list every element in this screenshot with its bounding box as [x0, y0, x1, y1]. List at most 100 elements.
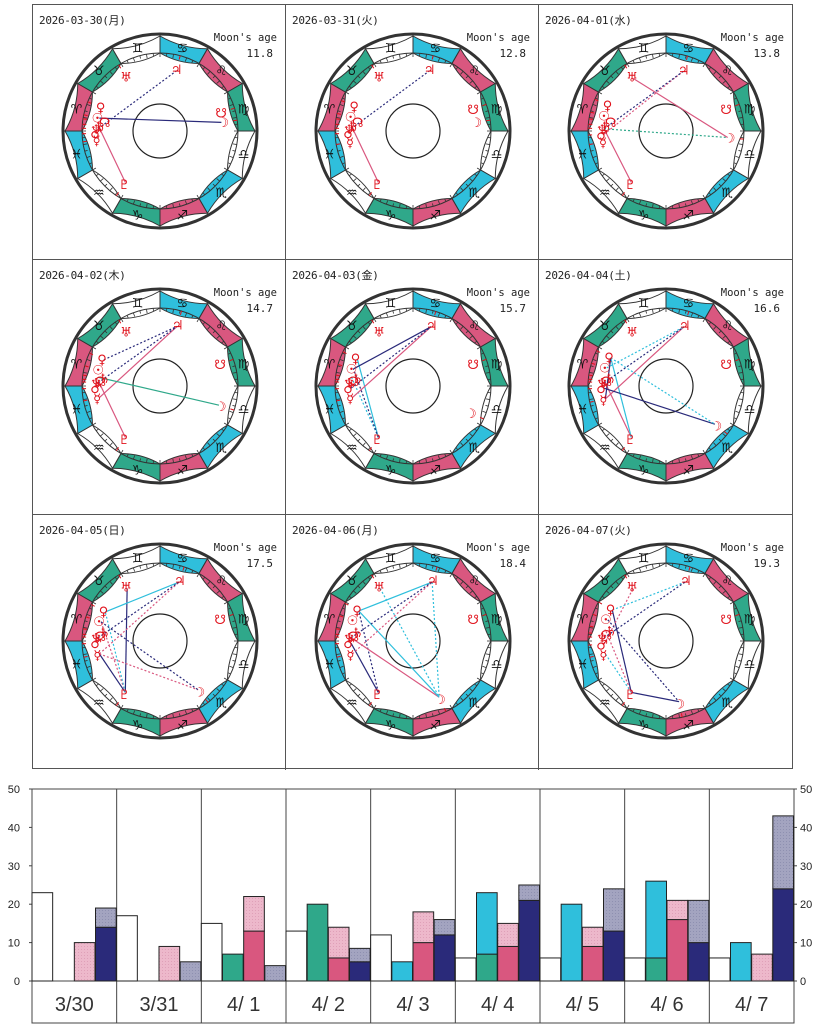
cancer-icon: ♋: [430, 551, 442, 566]
neptune-icon: ♆: [343, 632, 355, 647]
capricorn-icon: ♑: [385, 464, 397, 479]
chart-date: 2026-04-05(日): [39, 524, 126, 537]
x-tick-label: 4/ 6: [650, 994, 683, 1016]
neptune-icon: ♆: [343, 123, 355, 138]
saturn-icon: ♄: [347, 120, 359, 135]
natal-wheel-grid: 2026-03-30(月) Moon's age 11.8 ♈ ♉ ♊ ♋ ♌ ♍ ♎ ♏ ♐ ♑ ♒ ♓ ♆…: [32, 4, 793, 770]
leo-icon: ♌: [468, 574, 480, 589]
venus-icon: ♀: [97, 353, 107, 368]
node-icon: ☊: [352, 116, 364, 131]
leo-icon: ♌: [721, 574, 733, 589]
aspect-line: [97, 70, 177, 130]
taurus-icon: ♉: [599, 574, 611, 589]
chart-date: 2026-03-31(火): [292, 14, 379, 27]
aspect-line: [352, 368, 379, 438]
bar-pink-light: [243, 896, 265, 932]
pisces-icon: ♓: [71, 147, 83, 162]
bar-green: [222, 953, 244, 982]
aquarius-icon: ♒: [346, 441, 358, 456]
moon-age-value: 15.7: [499, 302, 527, 315]
chart-date: 2026-04-02(木): [39, 269, 126, 282]
sagittarius-icon: ♐: [430, 719, 442, 734]
aries-icon: ♈: [71, 613, 83, 628]
aspect-line: [353, 326, 432, 370]
taurus-icon: ♉: [599, 64, 611, 79]
x-tick-label: 4/ 3: [396, 994, 429, 1016]
saturn-icon: ♄: [94, 120, 106, 135]
bar-white-outline: [539, 957, 562, 982]
y-tick-label-right: 10: [800, 938, 812, 950]
virgo-icon: ♍: [744, 358, 756, 373]
libra-icon: ♎: [238, 402, 250, 417]
taurus-icon: ♉: [346, 64, 358, 79]
x-tick-label: 4/ 7: [735, 994, 768, 1016]
scorpio-icon: ♏: [468, 441, 480, 456]
aspect-line: [100, 621, 126, 693]
bar-gray: [687, 899, 710, 944]
virgo-icon: ♍: [491, 358, 503, 373]
venus-icon: ♀: [603, 99, 613, 114]
bar-pink-light: [751, 953, 773, 982]
chart-panel: 2026-04-06(月) Moon's age 18.4 ♈ ♉ ♊ ♋ ♌ ♍ ♎ ♏ ♐ ♑ ♒ ♓ ♆…: [286, 515, 539, 770]
south-node-icon: ☋: [214, 358, 226, 373]
aspect-line: [631, 691, 680, 703]
y-tick-label-right: 30: [800, 861, 812, 873]
venus-icon: ♀: [604, 351, 614, 366]
chart-panel: 2026-04-03(金) Moon's age 15.7 ♈ ♉ ♊ ♋ ♌ ♍ ♎ ♏ ♐ ♑ ♒ ♓ ♆…: [286, 260, 539, 515]
jupiter-icon: ♃: [172, 318, 184, 333]
sign-segment-pisces: [570, 130, 599, 180]
uranus-icon: ♅: [626, 581, 638, 596]
aspect-line: [350, 581, 433, 639]
moon-age-value: 11.8: [246, 47, 274, 60]
uranus-icon: ♅: [626, 326, 638, 341]
bar-green: [476, 953, 498, 982]
aspect-line: [124, 588, 128, 693]
moon-icon: ☽: [194, 685, 206, 700]
venus-icon: ♀: [349, 100, 359, 115]
virgo-icon: ♍: [238, 358, 250, 373]
bar-gray: [603, 888, 625, 932]
zodiac-wheel: ♈ ♉ ♊ ♋ ♌ ♍ ♎ ♏ ♐ ♑ ♒ ♓ ♆☊♄☉♀ ♅ ♃ ☋ ☽ ♇ ☿♂: [567, 287, 765, 485]
pisces-icon: ♓: [577, 657, 589, 672]
venus-icon: ♀: [606, 603, 616, 618]
chart-panel: 2026-03-30(月) Moon's age 11.8 ♈ ♉ ♊ ♋ ♌ ♍ ♎ ♏ ♐ ♑ ♒ ♓ ♆…: [33, 5, 286, 260]
gemini-icon: ♊: [385, 41, 397, 56]
bar-white-outline: [454, 957, 477, 982]
venus-icon: ♀: [96, 101, 106, 116]
bar-white-outline: [708, 957, 731, 982]
bar-white-outline: [31, 892, 54, 982]
aries-icon: ♈: [577, 358, 589, 373]
neptune-icon: ♆: [90, 632, 102, 647]
node-icon: ☊: [94, 375, 106, 390]
bar-cyan: [476, 892, 498, 955]
chart-panel: 2026-04-05(日) Moon's age 17.5 ♈ ♉ ♊ ♋ ♌ ♍ ♎ ♏ ♐ ♑ ♒ ♓ ♆…: [33, 515, 286, 770]
capricorn-icon: ♑: [638, 719, 650, 734]
mercury-icon: ☿: [93, 134, 101, 149]
aspect-line: [358, 610, 379, 693]
aquarius-icon: ♒: [346, 186, 358, 201]
moon-icon: ☽: [215, 400, 227, 415]
aspect-line: [603, 326, 685, 384]
uranus-icon: ♅: [120, 326, 132, 341]
capricorn-icon: ♑: [132, 719, 144, 734]
virgo-icon: ♍: [491, 613, 503, 628]
moon-icon: ☽: [434, 693, 446, 708]
aspect-line: [350, 326, 432, 389]
capricorn-icon: ♑: [385, 209, 397, 224]
bar-green: [645, 957, 667, 982]
aspect-line: [97, 325, 178, 384]
aspect-line: [603, 588, 634, 645]
libra-icon: ♎: [744, 147, 756, 162]
mars-icon: ♂: [90, 382, 102, 397]
libra-icon: ♎: [744, 402, 756, 417]
aspect-line: [603, 70, 684, 130]
zodiac-wheel: ♈ ♉ ♊ ♋ ♌ ♍ ♎ ♏ ♐ ♑ ♒ ♓ ♆☊♄☉♀ ♅ ♃ ☋ ☽ ♇ ☿♂: [61, 287, 259, 485]
sun-icon: ☉: [600, 613, 612, 628]
leo-icon: ♌: [468, 319, 480, 334]
aspect-line: [97, 125, 126, 183]
aspect-line: [603, 128, 632, 183]
aspect-line: [603, 128, 728, 139]
uranus-icon: ♅: [373, 326, 385, 341]
zodiac-wheel: ♈ ♉ ♊ ♋ ♌ ♍ ♎ ♏ ♐ ♑ ♒ ♓ ♆♄☊☉♀ ♅ ♃ ☋ ☽ ♇ ☿♂: [567, 32, 765, 230]
sun-icon: ☉: [346, 362, 358, 377]
